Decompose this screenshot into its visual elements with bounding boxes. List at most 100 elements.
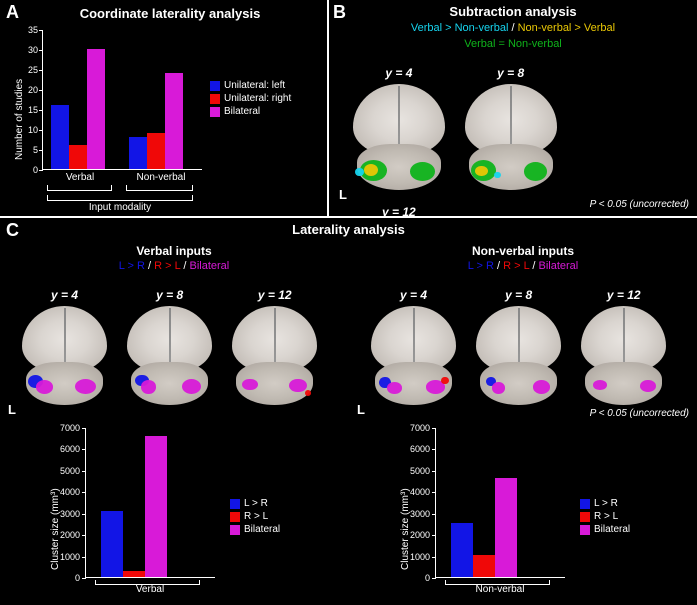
panel-B-L: L bbox=[339, 187, 347, 202]
legend-text: R > L bbox=[244, 511, 268, 522]
panel-A: A Coordinate laterality analysis Number … bbox=[0, 0, 327, 216]
legend-item: L > R bbox=[580, 498, 630, 509]
panel-A-title: Coordinate laterality analysis bbox=[40, 6, 300, 21]
legend-swatch bbox=[210, 94, 220, 104]
brain-slice: y = 4 bbox=[367, 288, 460, 414]
brain-slice: y = 8 bbox=[461, 66, 561, 200]
bar bbox=[165, 73, 183, 169]
legend-swatch bbox=[580, 512, 590, 522]
brain-slice-label: y = 12 bbox=[228, 288, 321, 302]
panel-B-pval: P < 0.05 (uncorrected) bbox=[590, 199, 689, 210]
bar bbox=[69, 145, 87, 169]
legend-text: Non-verbal bbox=[508, 38, 562, 50]
legend-item: Bilateral bbox=[210, 106, 291, 117]
legend-text: R > L bbox=[594, 511, 618, 522]
panel-C-sub-nonverbal: Non-verbal inputs bbox=[349, 244, 697, 258]
legend-text: Bilateral bbox=[594, 524, 630, 535]
legend-text: R > L bbox=[503, 260, 529, 272]
legend-text: L > R bbox=[119, 260, 145, 272]
legend-item: L > R bbox=[230, 498, 280, 509]
ytick-label: 20 bbox=[20, 85, 38, 95]
ytick-label: 3000 bbox=[400, 509, 430, 519]
ytick-label: 4000 bbox=[50, 487, 80, 497]
brain-slice: y = 12 bbox=[228, 288, 321, 414]
xlabel-modality: Input modality bbox=[70, 202, 170, 213]
brain-midline bbox=[510, 86, 512, 150]
legend-item: R > L bbox=[580, 511, 630, 522]
ytick-label: 0 bbox=[400, 573, 430, 583]
panel-C-L-nonverbal: L bbox=[357, 402, 365, 417]
legend-swatch bbox=[210, 81, 220, 91]
brain-slice: y = 4 bbox=[18, 288, 111, 414]
legend-text: Verbal > Non-verbal bbox=[411, 22, 509, 34]
brain-slice: y = 4 bbox=[349, 66, 449, 200]
legend-item: Bilateral bbox=[230, 524, 280, 535]
legend-swatch bbox=[230, 499, 240, 509]
panel-A-label: A bbox=[6, 2, 19, 23]
chartC2 bbox=[435, 428, 565, 578]
panel-B-legend2: Verbal = Non-verbal bbox=[329, 38, 697, 50]
panel-C-L-verbal: L bbox=[8, 402, 16, 417]
ytick-label: 4000 bbox=[400, 487, 430, 497]
bar bbox=[495, 478, 517, 577]
bracket-C2 bbox=[445, 580, 550, 585]
bar bbox=[473, 555, 495, 578]
brain-slice-label: y = 4 bbox=[367, 288, 460, 302]
ytick-label: 5000 bbox=[400, 466, 430, 476]
chartC2-xlabel: Non-verbal bbox=[450, 584, 550, 595]
legend-swatch bbox=[580, 525, 590, 535]
chartC1-legend: L > R R > L Bilateral bbox=[230, 498, 280, 537]
activation-blob bbox=[524, 162, 547, 181]
ytick-label: 0 bbox=[20, 165, 38, 175]
legend-text: Unilateral: right bbox=[224, 93, 291, 104]
xlabel-nonverbal: Non-verbal bbox=[126, 172, 196, 183]
legend-text: L > R bbox=[468, 260, 494, 272]
legend-text: R > L bbox=[154, 260, 180, 272]
legend-text: / bbox=[529, 260, 538, 272]
ytick-label: 15 bbox=[20, 105, 38, 115]
brain-slice-label: y = 4 bbox=[349, 66, 449, 80]
brain-midline bbox=[398, 86, 400, 150]
panel-C-legend-nonverbal: L > R / R > L / Bilateral bbox=[349, 260, 697, 272]
legend-swatch bbox=[210, 107, 220, 117]
brain-midline bbox=[623, 308, 625, 367]
brain-slice-label: y = 12 bbox=[349, 205, 449, 219]
brain-slice-label: y = 8 bbox=[123, 288, 216, 302]
ytick-label: 5 bbox=[20, 145, 38, 155]
legend-text: L > R bbox=[244, 498, 268, 509]
bar bbox=[129, 137, 147, 169]
bracket-nonverbal bbox=[126, 185, 193, 191]
ytick-label: 30 bbox=[20, 45, 38, 55]
panel-C-title: Laterality analysis bbox=[0, 222, 697, 237]
legend-text: / bbox=[508, 22, 517, 34]
brain-midline bbox=[274, 308, 276, 367]
brain-midline bbox=[169, 308, 171, 367]
legend-text: Non-verbal > Verbal bbox=[518, 22, 616, 34]
activation-blob bbox=[289, 379, 307, 393]
legend-text: / bbox=[145, 260, 154, 272]
panel-B-title: Subtraction analysis bbox=[329, 4, 697, 19]
brain-slice-label: y = 4 bbox=[18, 288, 111, 302]
panel-C-brains-verbal: y = 4 y = 8 y = 12 bbox=[18, 288, 338, 408]
legend-text: Bilateral bbox=[244, 524, 280, 535]
bar bbox=[145, 436, 167, 577]
legend-item: Unilateral: left bbox=[210, 80, 291, 91]
ytick-label: 7000 bbox=[50, 423, 80, 433]
bar bbox=[101, 511, 123, 577]
brain-slice-label: y = 8 bbox=[461, 66, 561, 80]
ytick-label: 3000 bbox=[50, 509, 80, 519]
bar bbox=[451, 523, 473, 577]
brain-midline bbox=[413, 308, 415, 367]
legend-text: L > R bbox=[594, 498, 618, 509]
legend-text: / bbox=[494, 260, 503, 272]
panel-C: C Laterality analysis Verbal inputs L > … bbox=[0, 218, 697, 605]
bracket-C1 bbox=[95, 580, 200, 585]
activation-blob bbox=[242, 379, 258, 391]
ytick-label: 7000 bbox=[400, 423, 430, 433]
legend-swatch bbox=[230, 512, 240, 522]
panel-B-brains: y = 4y = 8y = 12 bbox=[349, 66, 679, 196]
ytick-label: 2000 bbox=[400, 530, 430, 540]
legend-swatch bbox=[230, 525, 240, 535]
brain-midline bbox=[518, 308, 520, 367]
brain-slice-label: y = 12 bbox=[577, 288, 670, 302]
